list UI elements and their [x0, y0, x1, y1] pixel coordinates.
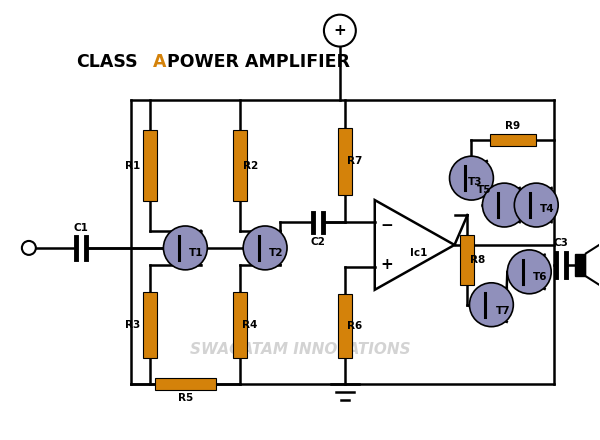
- Text: A: A: [152, 54, 166, 71]
- Bar: [338, 128, 352, 195]
- Text: R2: R2: [242, 161, 258, 171]
- Text: T3: T3: [467, 177, 482, 187]
- Text: T7: T7: [496, 306, 510, 316]
- Text: +: +: [334, 23, 346, 38]
- Text: T5: T5: [476, 185, 491, 195]
- Bar: [233, 130, 247, 202]
- Text: SWAGATAM INNOVATIONS: SWAGATAM INNOVATIONS: [190, 342, 410, 357]
- Bar: [490, 134, 536, 146]
- Text: R1: R1: [125, 161, 140, 171]
- Circle shape: [243, 226, 287, 270]
- Text: C3: C3: [554, 238, 569, 248]
- Circle shape: [163, 226, 207, 270]
- Text: R4: R4: [242, 320, 258, 330]
- Circle shape: [514, 183, 558, 227]
- Bar: [143, 130, 157, 202]
- Bar: [233, 292, 247, 358]
- Text: T1: T1: [190, 248, 204, 258]
- Bar: [460, 235, 475, 285]
- Text: CLASS: CLASS: [76, 54, 137, 71]
- Text: T4: T4: [540, 204, 555, 214]
- Text: R6: R6: [347, 321, 362, 331]
- Circle shape: [482, 183, 526, 227]
- Text: C2: C2: [311, 238, 325, 247]
- Circle shape: [469, 283, 514, 326]
- Text: R5: R5: [178, 393, 193, 403]
- Text: Ic1: Ic1: [410, 248, 427, 258]
- Text: −: −: [380, 218, 393, 233]
- Bar: [575, 254, 585, 276]
- Text: R7: R7: [347, 157, 362, 166]
- Text: C1: C1: [73, 223, 88, 233]
- Text: T6: T6: [533, 272, 548, 282]
- Text: T2: T2: [269, 248, 284, 258]
- Text: R3: R3: [125, 320, 140, 330]
- Text: +: +: [380, 257, 393, 272]
- Circle shape: [449, 156, 493, 200]
- Circle shape: [508, 250, 551, 294]
- Text: POWER AMPLIFIER: POWER AMPLIFIER: [167, 54, 350, 71]
- Bar: [143, 292, 157, 358]
- Text: R9: R9: [505, 121, 520, 131]
- Bar: [338, 294, 352, 358]
- Text: R8: R8: [470, 255, 485, 265]
- Bar: [155, 378, 215, 390]
